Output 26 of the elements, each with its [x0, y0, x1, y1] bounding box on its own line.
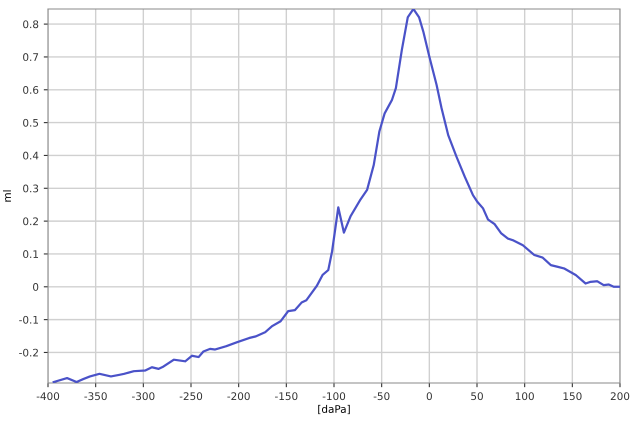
- x-tick-label: 150: [564, 392, 582, 400]
- y-tick-label: 0: [33, 283, 38, 291]
- y-tick-label: 0.6: [23, 86, 38, 94]
- x-tick-label: -100: [322, 392, 346, 400]
- y-axis-title: ml: [3, 190, 11, 202]
- x-tick-label: -150: [275, 392, 298, 400]
- y-tick-label: 0.4: [23, 152, 38, 160]
- x-tick-label: -50: [374, 392, 390, 400]
- y-tick-label: 0.3: [23, 184, 38, 192]
- x-tick-label: -200: [227, 392, 250, 400]
- x-tick-label: 200: [610, 392, 630, 400]
- x-tick-label: 50: [471, 392, 483, 400]
- y-tick-label: 0.5: [23, 118, 38, 127]
- x-axis-title: [daPa]: [318, 404, 350, 414]
- y-tick-label: 0.2: [23, 217, 38, 226]
- y-tick-label: 0.7: [23, 53, 38, 62]
- x-tick-label: -250: [180, 392, 202, 400]
- y-tick-label: 0.1: [23, 250, 38, 258]
- y-tick-label: -0.1: [19, 316, 38, 324]
- y-tick-label: -0.2: [19, 348, 38, 357]
- x-tick-label: 100: [516, 392, 534, 400]
- y-tick-label: 0.8: [23, 20, 38, 28]
- x-tick-label: -350: [84, 392, 107, 400]
- x-tick-label: -300: [132, 392, 154, 400]
- x-tick-label: 0: [426, 392, 432, 400]
- x-tick-label: -400: [36, 392, 60, 400]
